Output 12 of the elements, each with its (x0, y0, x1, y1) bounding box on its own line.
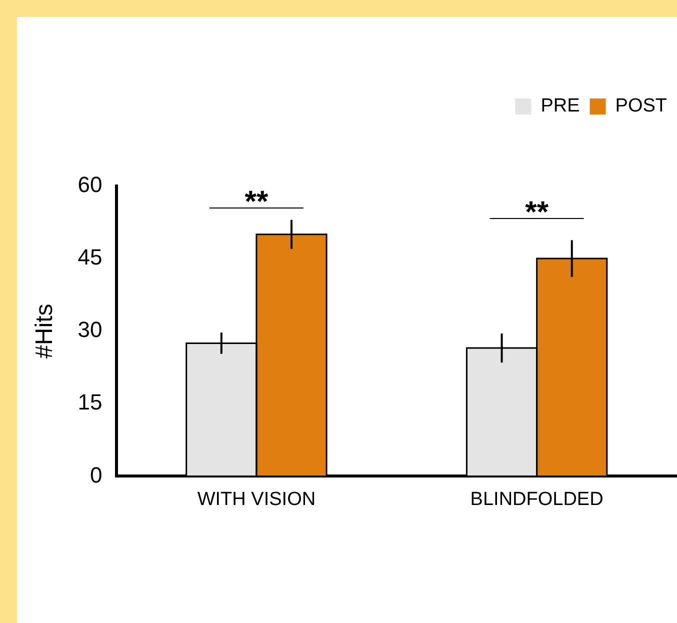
y-axis-title: #Hits (31, 304, 58, 358)
y-tick-label: 15 (78, 390, 102, 415)
x-tick-label: WITH VISION (197, 488, 316, 510)
y-tick-label: 0 (90, 462, 102, 488)
x-tick-label: BLINDFOLDED (470, 488, 604, 510)
annotation: ** (244, 185, 268, 218)
legend-label: POST (615, 96, 668, 117)
legend-label: PRE (540, 96, 580, 117)
y-tick-label: 45 (78, 244, 102, 270)
y-tick-label: 60 (78, 172, 102, 198)
y-tick-label: 30 (78, 317, 102, 342)
annotation: ** (525, 196, 549, 229)
